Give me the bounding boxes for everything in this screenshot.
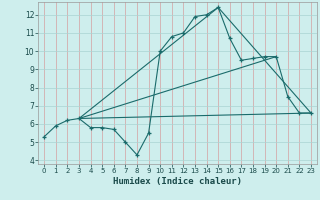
X-axis label: Humidex (Indice chaleur): Humidex (Indice chaleur) <box>113 177 242 186</box>
